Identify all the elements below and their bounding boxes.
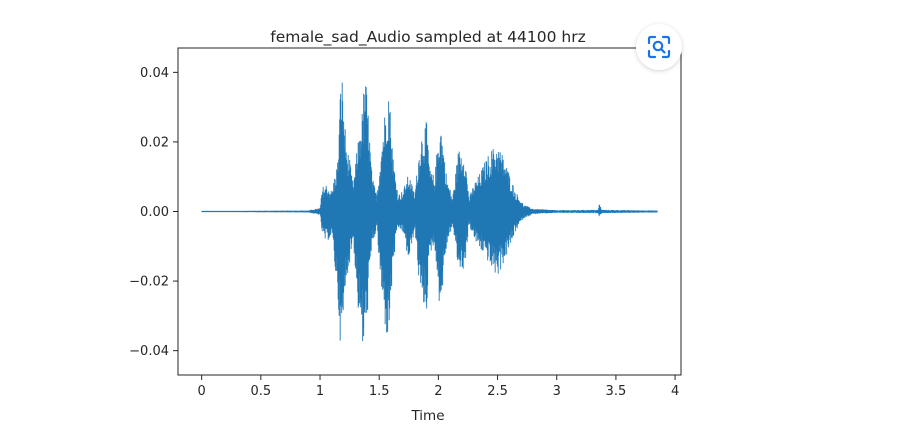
chart-title: female_sad_Audio sampled at 44100 hrz [270,28,586,47]
y-tick-label: −0.02 [129,275,169,290]
visual-search-lens-icon [647,35,671,59]
x-tick-label: 3.5 [606,384,627,399]
x-tick-label: 3 [553,384,561,399]
y-tick-label: −0.04 [129,344,169,359]
x-tick-label: 2.5 [487,384,508,399]
axes: 0 0.5 1 1.5 2 2.5 3 3.5 4 0.04 0.02 0.00 −0.02 −0.04 [129,47,682,399]
y-tick-label: 0.02 [140,135,169,150]
y-tick-label: 0.04 [140,66,169,81]
x-axis-label: Time [410,408,444,424]
x-tick-label: 4 [671,384,679,399]
x-tick-label: 1 [316,384,324,399]
x-tick-label: 2 [434,384,442,399]
y-tick-label: 0.00 [140,205,169,220]
visual-search-button[interactable] [636,24,682,70]
x-tick-label: 0.5 [251,384,272,399]
plot-area [201,82,658,342]
x-tick-label: 1.5 [369,384,390,399]
x-tick-label: 0 [198,384,206,399]
